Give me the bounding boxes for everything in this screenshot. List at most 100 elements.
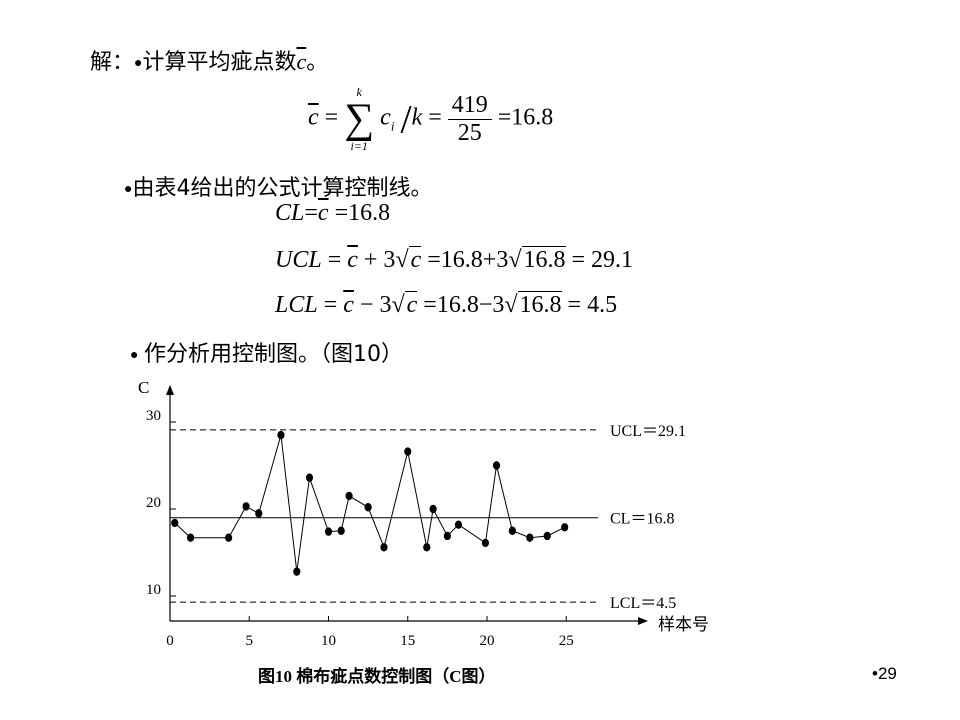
mean-lhs: c (308, 104, 319, 131)
step-1-symbol: c (296, 49, 307, 74)
data-point-22 (526, 533, 534, 542)
control-line-label-ucl: UCL＝29.1 (610, 423, 686, 440)
lcl-c: c (343, 292, 354, 318)
bullet-icon: ● (134, 55, 143, 71)
step-1: 解：●计算平均疵点数c。 (90, 44, 328, 76)
data-point-6 (277, 430, 285, 440)
chart-root: C 样本号 10 20 30 0 5 10 15 20 25 UCL＝29.1 CL＝16.8 LCL＝4… (138, 378, 709, 649)
figure-caption: 图10 棉布疵点数控制图（C图） (258, 667, 496, 686)
data-point-24 (561, 523, 569, 532)
lcl-mid: − 3 (353, 292, 392, 318)
ucl-rest: = 29.1 (565, 247, 634, 273)
summation: k ∑ i=1 (344, 86, 374, 152)
mean-eq-2: = (428, 104, 442, 131)
mean-formula: c = k ∑ i=1 ci /k = 419 25 =16.8 (308, 86, 553, 152)
step-1-text: 计算平均疵点数 (142, 50, 297, 75)
ucl-mid: + 3 (357, 247, 396, 273)
lcl-sqrt-val: 16.8 (517, 291, 562, 318)
x-tick-label: 15 (400, 633, 415, 649)
x-axis-label: 样本号 (658, 615, 709, 634)
data-series-line (174, 434, 565, 572)
data-point-13 (380, 543, 388, 552)
y-tick-label: 30 (146, 408, 161, 424)
mean-eq: = (324, 104, 339, 131)
bullet-icon: ● (130, 347, 139, 363)
ucl-sqrt-sign-2: √ (508, 247, 522, 273)
data-point-4 (242, 502, 250, 511)
step-3-text: 作分析用控制图。（图10） (143, 342, 403, 367)
x-tick-label: 20 (480, 633, 495, 649)
bullet-icon: ● (124, 181, 133, 197)
ucl-sqrt-val: 16.8 (521, 246, 566, 273)
data-point-21 (508, 526, 516, 535)
step-1-end: 。 (306, 50, 329, 75)
step-2-text: 由表4给出的公式计算控制线。 (132, 176, 433, 201)
x-tick-label: 25 (559, 633, 574, 649)
data-point-17 (443, 531, 451, 541)
y-tick-label: 10 (146, 582, 161, 598)
data-point-11 (345, 491, 353, 501)
mean-result: =16.8 (497, 104, 554, 131)
sum-term: c (380, 104, 391, 131)
fraction-numerator: 419 (447, 92, 492, 120)
cl-c: c (317, 200, 329, 226)
y-axis-label: C (138, 378, 149, 397)
lcl-sqrt-c: c (404, 291, 418, 318)
data-point-12 (364, 503, 372, 512)
divisor-k: k (411, 104, 423, 131)
x-axis-arrow (638, 617, 648, 625)
lcl-mid2: =16.8−3 (417, 292, 505, 318)
page-number: •29 (872, 664, 897, 683)
ucl-c: c (347, 247, 358, 273)
lcl-formula: LCL = c − 3√c =16.8−3√16.8 = 4.5 (275, 291, 618, 319)
data-point-2 (187, 533, 195, 542)
x-tick-label: 0 (166, 633, 174, 649)
cl-lhs: CL (275, 200, 305, 226)
lcl-rest: = 4.5 (561, 292, 618, 318)
y-axis-arrow (166, 385, 174, 395)
lcl-sqrt-sign-2: √ (504, 292, 518, 318)
control-line-label-lcl: LCL＝4.5 (610, 595, 676, 612)
lcl-lhs: LCL (275, 292, 318, 318)
data-point-18 (454, 520, 463, 529)
data-point-20 (492, 461, 501, 470)
data-point-3 (225, 533, 233, 542)
data-point-14 (404, 447, 412, 456)
data-point-9 (324, 527, 333, 536)
step-3: ● 作分析用控制图。（图10） (130, 336, 403, 368)
lcl-sqrt-sign: √ (391, 292, 405, 318)
x-tick-label: 5 (246, 633, 254, 649)
cl-eq: = (304, 200, 318, 226)
data-point-1 (171, 518, 179, 528)
ucl-sqrt-c: c (408, 246, 422, 273)
lcl-eq: = (317, 292, 344, 318)
control-line-label-cl: CL＝16.8 (610, 511, 674, 528)
ucl-sqrt-sign: √ (395, 247, 409, 273)
fraction: 419 25 (447, 92, 492, 147)
data-point-19 (481, 538, 490, 548)
step-1-prefix: 解： (90, 50, 135, 75)
sum-sign: ∑ (344, 96, 375, 142)
ucl-lhs: UCL (275, 247, 322, 273)
ucl-eq: = (321, 247, 348, 273)
data-point-5 (255, 509, 263, 518)
sum-term-sub: i (390, 118, 395, 134)
data-point-16 (429, 504, 437, 514)
data-point-23 (543, 531, 551, 541)
step-2: ●由表4给出的公式计算控制线。 (124, 170, 432, 202)
data-point-10 (337, 526, 345, 535)
data-point-7 (293, 567, 301, 576)
y-tick-label: 20 (146, 495, 161, 511)
sum-upper: k (356, 85, 362, 99)
fraction-denominator: 25 (457, 119, 482, 146)
data-point-15 (423, 543, 431, 552)
division-slash: / (400, 96, 412, 142)
ucl-mid2: =16.8+3 (421, 247, 509, 273)
sum-lower: i=1 (350, 139, 368, 153)
cl-formula: CL=c =16.8 (275, 200, 390, 227)
cl-rest: =16.8 (328, 200, 391, 226)
x-tick-label: 10 (321, 633, 336, 649)
data-point-8 (305, 473, 314, 482)
ucl-formula: UCL = c + 3√c =16.8+3√16.8 = 29.1 (275, 246, 634, 274)
